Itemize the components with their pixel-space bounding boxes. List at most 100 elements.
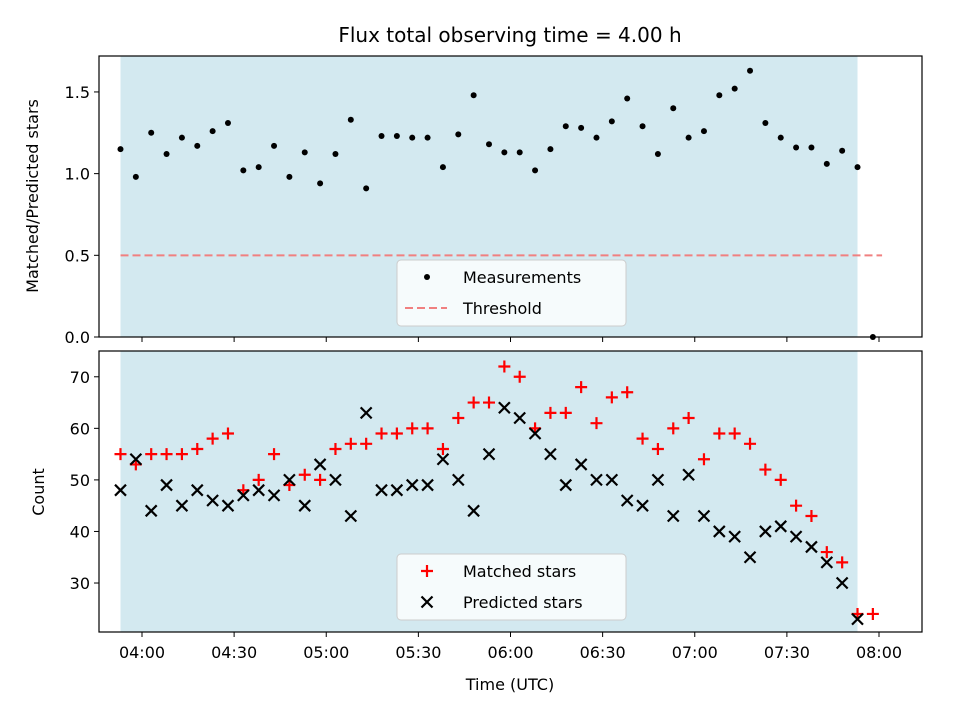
predicted-star-point — [513, 411, 526, 425]
legend-box — [396, 553, 627, 621]
measurement-point — [624, 95, 631, 102]
matched-star-point — [728, 427, 741, 440]
measurement-point — [424, 134, 431, 141]
matched-star-point — [774, 473, 787, 486]
measurement-point — [301, 149, 308, 156]
measurement-point — [224, 119, 231, 126]
predicted-star-point — [175, 499, 189, 512]
measurement-point — [163, 151, 170, 158]
predicted-star-point — [590, 473, 603, 487]
matched-star-point — [421, 422, 434, 435]
predicted-star-point — [759, 525, 772, 538]
matched-star-point — [559, 406, 572, 419]
matched-star-point — [805, 509, 818, 522]
legend-marker-matched — [421, 565, 433, 577]
predicted-star-point — [636, 499, 649, 512]
measurement-point — [854, 164, 861, 171]
matched-star-point — [575, 381, 588, 394]
matched-star-point — [406, 422, 419, 435]
predicted-star-point — [144, 504, 158, 518]
measurement-point — [240, 167, 247, 174]
predicted-star-point — [559, 478, 573, 492]
matched-star-point — [636, 432, 649, 445]
predicted-star-point — [805, 540, 818, 554]
matched-star-point — [651, 442, 664, 455]
measurement-point — [700, 128, 707, 135]
measurement-point — [439, 164, 446, 171]
legend-label: Predicted stars — [463, 593, 583, 612]
matched-star-point — [467, 396, 480, 409]
measurement-point — [716, 92, 723, 99]
predicted-star-point — [467, 504, 480, 518]
matched-star-point — [544, 406, 557, 419]
y-tick-label: 0.5 — [65, 246, 90, 265]
legend-label: Threshold — [462, 299, 542, 318]
predicted-star-point — [129, 452, 143, 466]
x-tick-label: 04:30 — [211, 643, 257, 662]
measurement-point — [747, 67, 754, 74]
x-axis-label: Time (UTC) — [465, 675, 554, 694]
measurement-point — [486, 141, 493, 148]
x-tick-label: 06:30 — [580, 643, 626, 662]
predicted-star-point — [620, 494, 634, 507]
measurement-point — [347, 116, 354, 123]
measurement-point — [731, 85, 738, 92]
measurement-point — [393, 133, 400, 140]
matched-star-point — [360, 437, 373, 450]
matched-star-point — [713, 427, 726, 440]
measurement-point — [271, 142, 278, 149]
predicted-star-point — [252, 483, 265, 497]
matched-star-point — [344, 437, 357, 450]
x-tick-label: 04:00 — [119, 643, 165, 662]
predicted-star-point — [190, 483, 204, 497]
predicted-star-point — [728, 530, 741, 543]
legend-label: Matched stars — [463, 562, 576, 581]
y-tick-label: 1.0 — [65, 165, 90, 184]
x-tick-label: 08:00 — [856, 643, 902, 662]
predicted-star-point — [359, 406, 373, 420]
matched-star-point — [390, 427, 403, 440]
predicted-star-point — [206, 494, 219, 507]
measurement-point — [194, 142, 201, 149]
y-tick-label: 0.0 — [65, 328, 90, 347]
legend-box — [396, 259, 627, 327]
measurement-point — [562, 123, 569, 130]
predicted-star-point — [666, 509, 680, 523]
matched-star-point — [298, 468, 311, 481]
measurement-point — [578, 124, 585, 131]
matched-star-point — [145, 448, 158, 461]
measurement-point — [148, 129, 155, 136]
matched-star-point — [268, 448, 281, 461]
predicted-star-point — [375, 483, 388, 497]
measurement-point — [117, 146, 124, 153]
predicted-star-point — [482, 447, 496, 461]
measurement-point — [532, 167, 539, 174]
predicted-star-point — [237, 489, 250, 502]
predicted-star-point — [405, 478, 419, 492]
measurement-point — [255, 164, 262, 171]
matched-star-point — [759, 463, 772, 476]
predicted-star-point — [682, 468, 695, 482]
predicted-star-point — [835, 576, 849, 590]
x-tick-label: 06:00 — [487, 643, 533, 662]
matched-star-point — [621, 386, 634, 399]
y-tick-label: 30 — [70, 574, 90, 593]
matched-star-point — [160, 448, 173, 461]
top-y-axis-label: Matched/Predicted stars — [23, 99, 42, 293]
bottom-panel: 30 40 50 60 70 04:00 04:30 05:00 05:30 06:00 06:30… — [70, 350, 923, 662]
measurement-point — [132, 173, 139, 180]
matched-star-point — [314, 473, 327, 486]
measurement-point — [470, 92, 477, 99]
legend-marker-measurements — [424, 274, 430, 280]
y-tick-label: 60 — [70, 419, 90, 438]
y-tick-label: 70 — [70, 368, 90, 387]
measurement-point — [654, 151, 661, 158]
predicted-star-point — [574, 458, 588, 471]
measurement-point — [808, 144, 815, 151]
chart-title: Flux total observing time = 4.00 h — [338, 23, 681, 47]
predicted-star-point — [221, 499, 235, 512]
matched-star-point — [866, 607, 879, 620]
matched-star-point — [513, 370, 526, 383]
matched-star-point — [175, 448, 188, 461]
matched-star-point — [191, 442, 204, 455]
